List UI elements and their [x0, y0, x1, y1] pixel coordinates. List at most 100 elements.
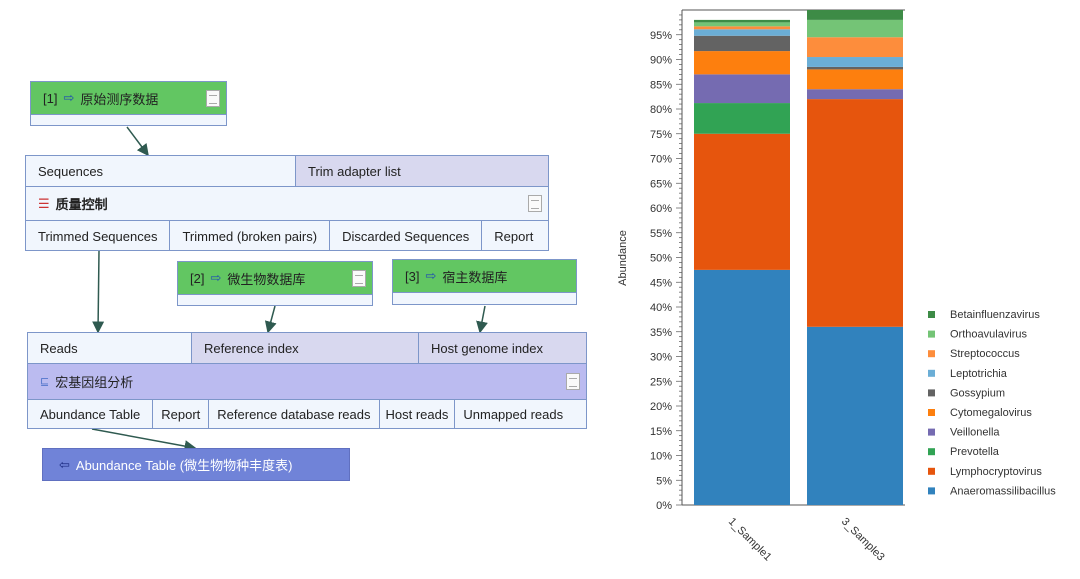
y-tick-label: 20% [650, 401, 672, 413]
bar-segment [694, 22, 790, 27]
node-title: 质量控制 [55, 197, 108, 212]
bar-segment [807, 19, 903, 38]
legend-label: Gossypium [950, 387, 1005, 399]
legend-swatch [928, 428, 935, 436]
output-node-abundance-table[interactable]: ⇦ Abundance Table (微生物物种丰度表) [42, 448, 350, 481]
input-node-microbe-db[interactable]: [2] ⇨ 微生物数据库 [177, 261, 373, 306]
bar-segment [694, 19, 790, 23]
bar-segment [694, 133, 790, 270]
arrow-right-icon: ⇨ [210, 270, 222, 285]
output-port[interactable]: Abundance Table [40, 407, 141, 422]
x-tick-label: 1_Sample1 [726, 516, 774, 564]
y-tick-label: 40% [650, 302, 672, 314]
y-tick-label: 45% [650, 277, 672, 289]
legend-swatch [928, 369, 935, 377]
document-icon[interactable] [352, 269, 366, 287]
bar-segment [807, 37, 903, 58]
y-tick-label: 95% [650, 30, 672, 42]
y-tick-label: 55% [650, 228, 672, 240]
bar-segment [807, 10, 903, 20]
legend-label: Anaeromassilibacillus [950, 485, 1056, 497]
legend-label: Cytomegalovirus [950, 407, 1032, 419]
y-tick-label: 25% [650, 376, 672, 388]
metagenome-tool-icon: ⊑ [40, 376, 50, 388]
bar-segment [694, 103, 790, 134]
document-icon[interactable] [206, 89, 220, 107]
legend-label: Orthoavulavirus [950, 329, 1028, 341]
node-label: 宿主数据库 [442, 269, 508, 285]
legend-label: Streptococcus [950, 348, 1020, 360]
legend-swatch [928, 311, 935, 318]
y-tick-label: 75% [650, 129, 672, 141]
legend-label: Prevotella [950, 446, 1000, 458]
legend-swatch [928, 467, 935, 475]
document-icon[interactable] [566, 373, 580, 390]
node-label: 原始测序数据 [80, 91, 159, 107]
document-icon[interactable] [528, 195, 542, 212]
y-tick-label: 30% [650, 352, 672, 364]
legend-swatch [928, 487, 935, 495]
output-port[interactable]: Discarded Sequences [329, 221, 481, 251]
node-index: [1] [43, 90, 58, 106]
bar-segment [694, 51, 790, 75]
input-port-host-genome-index[interactable]: Host genome index [418, 333, 586, 363]
legend-label: Veillonella [950, 427, 1000, 439]
trim-tool-icon: ☰ [38, 195, 50, 211]
y-tick-label: 10% [650, 451, 672, 463]
bar-segment [807, 99, 903, 327]
legend-swatch [928, 409, 935, 416]
bar-segment [807, 57, 903, 67]
output-port[interactable]: Host reads [378, 400, 455, 429]
node-index: [2] [190, 270, 205, 286]
metagenome-analysis-node[interactable]: Reads Reference index Host genome index ⊑ 宏… [27, 332, 587, 429]
y-tick-label: 70% [650, 154, 672, 166]
y-tick-label: 15% [650, 426, 672, 438]
y-tick-label: 35% [650, 327, 672, 339]
arrow-right-icon: ⇨ [63, 90, 75, 105]
input-node-host-db[interactable]: [3] ⇨ 宿主数据库 [392, 259, 577, 305]
output-port[interactable]: Trimmed (broken pairs) [169, 221, 329, 251]
bar-segment [807, 66, 903, 70]
y-tick-label: 5% [656, 475, 672, 487]
y-tick-label: 85% [650, 79, 672, 91]
y-tick-label: 60% [650, 203, 672, 215]
y-tick-label: 0% [656, 500, 672, 512]
connector-arrows [91, 126, 488, 452]
input-node-raw-data[interactable]: [1] ⇨ 原始测序数据 [30, 81, 227, 126]
y-tick-label: 50% [650, 253, 672, 265]
node-title: 宏基因组分析 [55, 375, 134, 390]
output-port[interactable]: Report [481, 221, 548, 251]
legend-label: Leptotrichia [950, 368, 1008, 380]
y-axis-label: Abundance [617, 230, 629, 286]
y-tick-label: 65% [650, 178, 672, 190]
output-port[interactable]: Unmapped reads [454, 400, 586, 429]
legend-swatch [928, 350, 935, 358]
bar-segment [807, 326, 903, 505]
input-port-reads[interactable]: Reads [40, 340, 78, 356]
output-port[interactable]: Trimmed Sequences [38, 228, 158, 244]
legend-swatch [928, 389, 935, 397]
x-tick-label: 3_Sample3 [839, 516, 887, 564]
bar-segment [694, 269, 790, 505]
legend-label: Betainfluenzavirus [950, 309, 1040, 321]
bar-segment [807, 69, 903, 90]
node-label: Abundance Table (微生物物种丰度表) [75, 458, 293, 473]
bar-segment [694, 29, 790, 36]
input-port-sequences[interactable]: Sequences [38, 163, 104, 179]
bar-segment [694, 74, 790, 104]
arrow-left-icon: ⇦ [59, 456, 70, 472]
legend-label: Lymphocryptovirus [950, 466, 1042, 478]
arrow-right-icon: ⇨ [425, 268, 437, 283]
legend-swatch [928, 448, 935, 456]
input-port-reference-index[interactable]: Reference index [191, 333, 418, 363]
bar-segment [694, 26, 790, 30]
node-label: 微生物数据库 [227, 271, 306, 287]
y-tick-label: 90% [650, 55, 672, 67]
output-port[interactable]: Reference database reads [208, 400, 378, 429]
output-port[interactable]: Report [152, 400, 208, 429]
y-tick-label: 80% [650, 104, 672, 116]
bar-segment [807, 89, 903, 100]
node-index: [3] [405, 268, 420, 284]
input-port-trim-adapter[interactable]: Trim adapter list [295, 156, 548, 186]
quality-control-node[interactable]: Sequences Trim adapter list ☰ 质量控制 Trimmed… [25, 155, 549, 251]
